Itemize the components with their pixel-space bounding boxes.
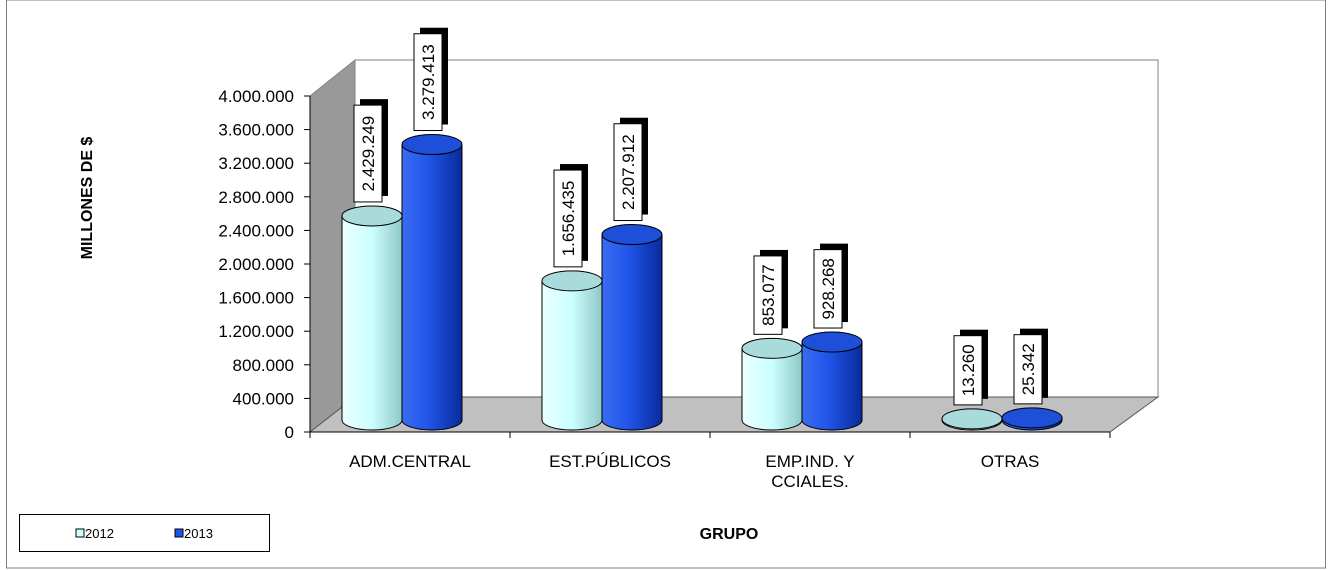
bar-2013-0: [401, 134, 463, 431]
x-category-label: EMP.IND. Y: [765, 452, 854, 471]
bar-top: [341, 205, 403, 227]
y-tick-label: 1.600.000: [218, 289, 294, 308]
bar-2013-2: [801, 331, 863, 431]
data-label-box: [1013, 334, 1043, 405]
bar-body: [401, 144, 463, 431]
bar-2012-2: [741, 337, 803, 431]
data-label-box: [613, 123, 643, 222]
x-category-label: OTRAS: [981, 452, 1040, 471]
data-label-box: [553, 169, 583, 268]
bar-2013-1: [601, 224, 663, 431]
y-tick-label: 1.200.000: [218, 322, 294, 341]
legend-swatch-2012: [75, 528, 85, 538]
y-tick-label: 0: [285, 423, 294, 442]
bar-top: [401, 134, 463, 156]
data-label-box: [813, 249, 843, 329]
data-label-2013-3: 25.342: [1013, 328, 1048, 405]
bar-body: [601, 234, 663, 431]
data-label-box: [413, 33, 443, 132]
legend-label-2013: 2013: [184, 526, 213, 541]
data-label-box: [953, 335, 983, 406]
data-label-text: 2.207.912: [619, 134, 638, 210]
y-tick-label: 3.600.000: [218, 121, 294, 140]
legend-box: [19, 514, 270, 552]
bar-body: [801, 341, 863, 431]
bar-top: [1001, 407, 1063, 429]
data-label-2012-0: 2.429.249: [353, 99, 388, 203]
bar-body: [741, 347, 803, 431]
bar-top: [541, 270, 603, 292]
bar-2012-1: [541, 270, 603, 431]
data-label-box: [753, 255, 783, 335]
data-label-box: [353, 104, 383, 203]
x-category-label: CCIALES.: [771, 472, 848, 491]
x-axis-title: GRUPO: [700, 526, 759, 543]
data-label-text: 13.260: [959, 344, 978, 396]
y-tick-label: 800.000: [233, 356, 294, 375]
bar-body: [341, 215, 403, 431]
data-label-text: 1.656.435: [559, 181, 578, 257]
y-tick-label: 2.400.000: [218, 221, 294, 240]
bar-2012-3: [941, 408, 1003, 431]
bar-top: [741, 337, 803, 359]
x-category-label: EST.PÚBLICOS: [549, 452, 671, 471]
bar-body: [541, 280, 603, 431]
y-tick-label: 2.000.000: [218, 255, 294, 274]
bar-2013-3: [1001, 407, 1063, 431]
data-label-text: 2.429.249: [359, 116, 378, 192]
bar-top: [801, 331, 863, 353]
legend: 2012 2013: [19, 514, 270, 552]
y-tick-label: 3.200.000: [218, 154, 294, 173]
y-tick-label: 4.000.000: [218, 87, 294, 106]
data-label-text: 3.279.413: [419, 44, 438, 120]
data-label-2013-0: 3.279.413: [413, 27, 448, 132]
data-label-text: 853.077: [759, 264, 778, 325]
x-category-label: ADM.CENTRAL: [349, 452, 471, 471]
data-label-text: 928.268: [819, 258, 838, 319]
data-label-text: 25.342: [1019, 343, 1038, 395]
data-label-2013-1: 2.207.912: [613, 117, 648, 222]
y-tick-label: 400.000: [233, 389, 294, 408]
bar-top: [601, 224, 663, 246]
data-label-2012-1: 1.656.435: [553, 164, 588, 268]
bar-top: [941, 408, 1003, 430]
outer-frame: [6, 0, 1326, 569]
legend-label-2012: 2012: [85, 526, 114, 541]
y-axis-title: MILLONES DE $: [79, 137, 96, 260]
bar-2012-0: [341, 205, 403, 431]
y-tick-label: 2.800.000: [218, 188, 294, 207]
data-label-2013-2: 928.268: [813, 243, 848, 329]
legend-swatch-2013: [174, 528, 184, 538]
data-label-2012-3: 13.260: [953, 329, 988, 406]
data-label-2012-2: 853.077: [753, 249, 788, 335]
